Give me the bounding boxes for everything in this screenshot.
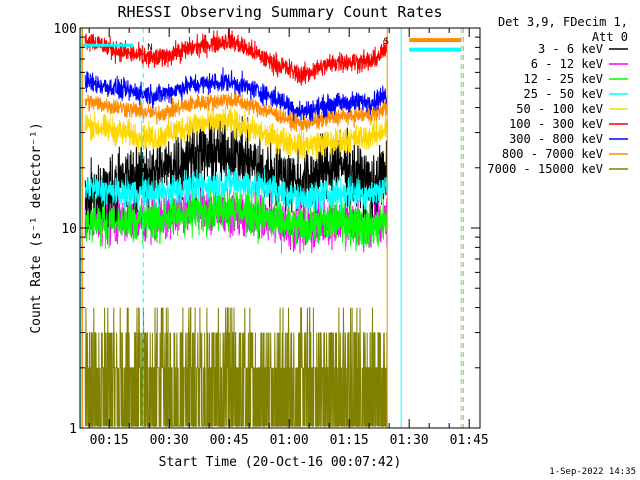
chart-title: RHESSI Observing Summary Count Rates: [117, 3, 442, 21]
legend-label: 800 - 7000 keV: [502, 147, 603, 161]
detector-info-line-1: Det 3,9, FDecim 1,: [498, 15, 628, 29]
legend-label: 12 - 25 keV: [524, 72, 603, 86]
legend-label: 3 - 6 keV: [538, 42, 603, 56]
legend-label: 25 - 50 keV: [524, 87, 603, 101]
series-line-300to800keV: [84, 67, 388, 122]
x-tick-label: 01:30: [390, 433, 429, 448]
y-tick-label: 10: [61, 222, 77, 237]
series-line-100to300keV: [84, 28, 388, 86]
axes: 1 10 100 00:15 00:30 00:45 01:00 01:15 01:30 01:4…: [54, 22, 489, 448]
series-line-800to7000keV: [84, 92, 388, 132]
x-tick-label: 01:45: [450, 433, 489, 448]
x-tick-label: 01:15: [330, 433, 369, 448]
legend-label: 300 - 800 keV: [509, 132, 603, 146]
flag-label-n: N: [147, 43, 152, 53]
legend-label: 6 - 12 keV: [531, 57, 603, 71]
y-tick-label: 100: [54, 22, 77, 37]
x-tick-label: 00:30: [150, 433, 189, 448]
legend-label: 7000 - 15000 keV: [487, 162, 603, 176]
series-line-50to100keV: [84, 104, 388, 160]
footer-date: 1-Sep-2022 14:35: [549, 467, 636, 477]
x-tick-label: 00:15: [90, 433, 129, 448]
legend-label: 50 - 100 keV: [516, 102, 603, 116]
series-line-25to50keV: [84, 165, 388, 213]
x-tick-label: 00:45: [210, 433, 249, 448]
x-axis-label: Start Time (20-Oct-16 00:07:42): [159, 455, 402, 470]
x-tick-label: 01:00: [270, 433, 309, 448]
series-line-3to6keV: [84, 114, 388, 228]
detector-info-line-2: Att 0: [592, 30, 628, 44]
y-axis-label: Count Rate (s⁻¹ detector⁻¹): [29, 122, 44, 333]
series-line-12to25keV: [84, 177, 388, 254]
series-line-7000to15000keV: [84, 307, 388, 427]
legend-label: 100 - 300 keV: [509, 117, 603, 131]
y-tick-label: 1: [69, 422, 77, 437]
flag-label-s: S: [384, 37, 389, 47]
